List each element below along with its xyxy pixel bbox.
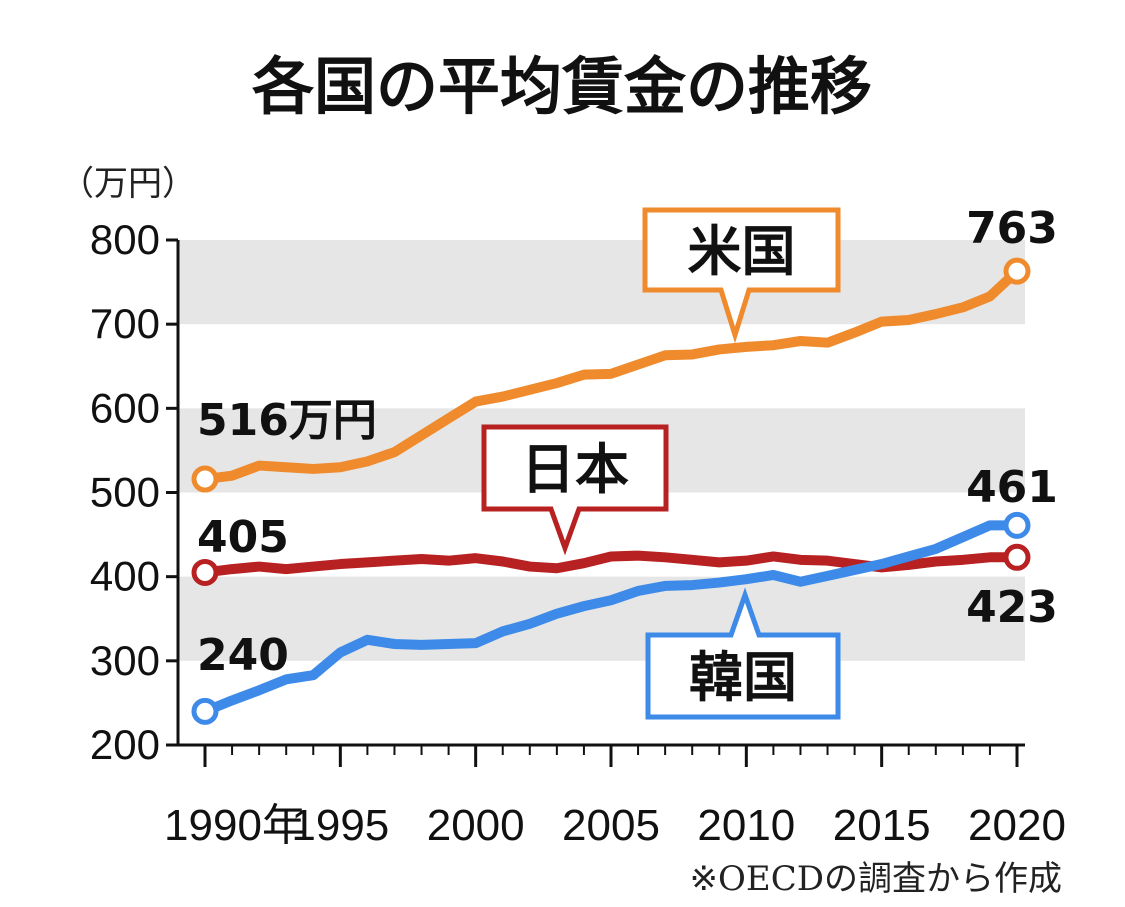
y-tick-label: 300 [90,637,160,684]
x-tick-label: 2015 [833,801,931,850]
start-value-korea: 240 [197,630,289,681]
x-tick-label: 2000 [427,801,525,850]
start-marker-us [191,465,219,493]
x-tick-label: 2005 [562,801,660,850]
x-tick-label: 2010 [697,801,795,850]
end-value-japan: 423 [966,582,1058,633]
x-tick-label: 1990年 [164,801,306,850]
end-value-korea: 461 [966,462,1058,513]
grid-band [178,240,1025,325]
series-markers [191,257,1031,725]
end-marker-japan [1003,543,1031,571]
y-tick-label: 600 [90,384,160,431]
start-marker-japan [191,558,219,586]
start-value-us: 516万円 [197,395,377,446]
callout-box-us [642,207,841,344]
value-labels: 516万円 763 405 423 240 461 [197,203,1058,681]
y-tick-label: 800 [90,216,160,263]
x-tick-label: 2020 [968,801,1066,850]
y-unit-label: （万円） [60,164,196,204]
series-lines [200,266,1022,717]
series-line-us [200,266,1022,485]
series-name-japan: 日本 [521,437,629,501]
callout-box-korea [645,587,841,720]
end-marker-us [1003,257,1031,285]
x-tick-label: 1995 [291,801,389,850]
start-marker-korea [191,697,219,725]
chart-title: 各国の平均賃金の推移 [252,50,872,123]
start-value-japan: 405 [197,512,289,563]
series-line-korea [200,520,1022,717]
series-name-us: 米国 [688,219,796,283]
y-tick-label: 500 [90,469,160,516]
y-axis-ticks: 200 300 400 500 600 700 800 [90,216,178,768]
callout-box-japan [481,424,669,556]
series-name-korea: 韓国 [689,645,797,709]
y-tick-label: 200 [90,721,160,768]
end-marker-korea [1003,511,1031,539]
grid-band [178,576,1025,661]
y-tick-label: 400 [90,553,160,600]
source-note: ※OECDの調査から作成 [690,859,1062,899]
y-tick-label: 700 [90,300,160,347]
end-value-us: 763 [966,203,1058,254]
